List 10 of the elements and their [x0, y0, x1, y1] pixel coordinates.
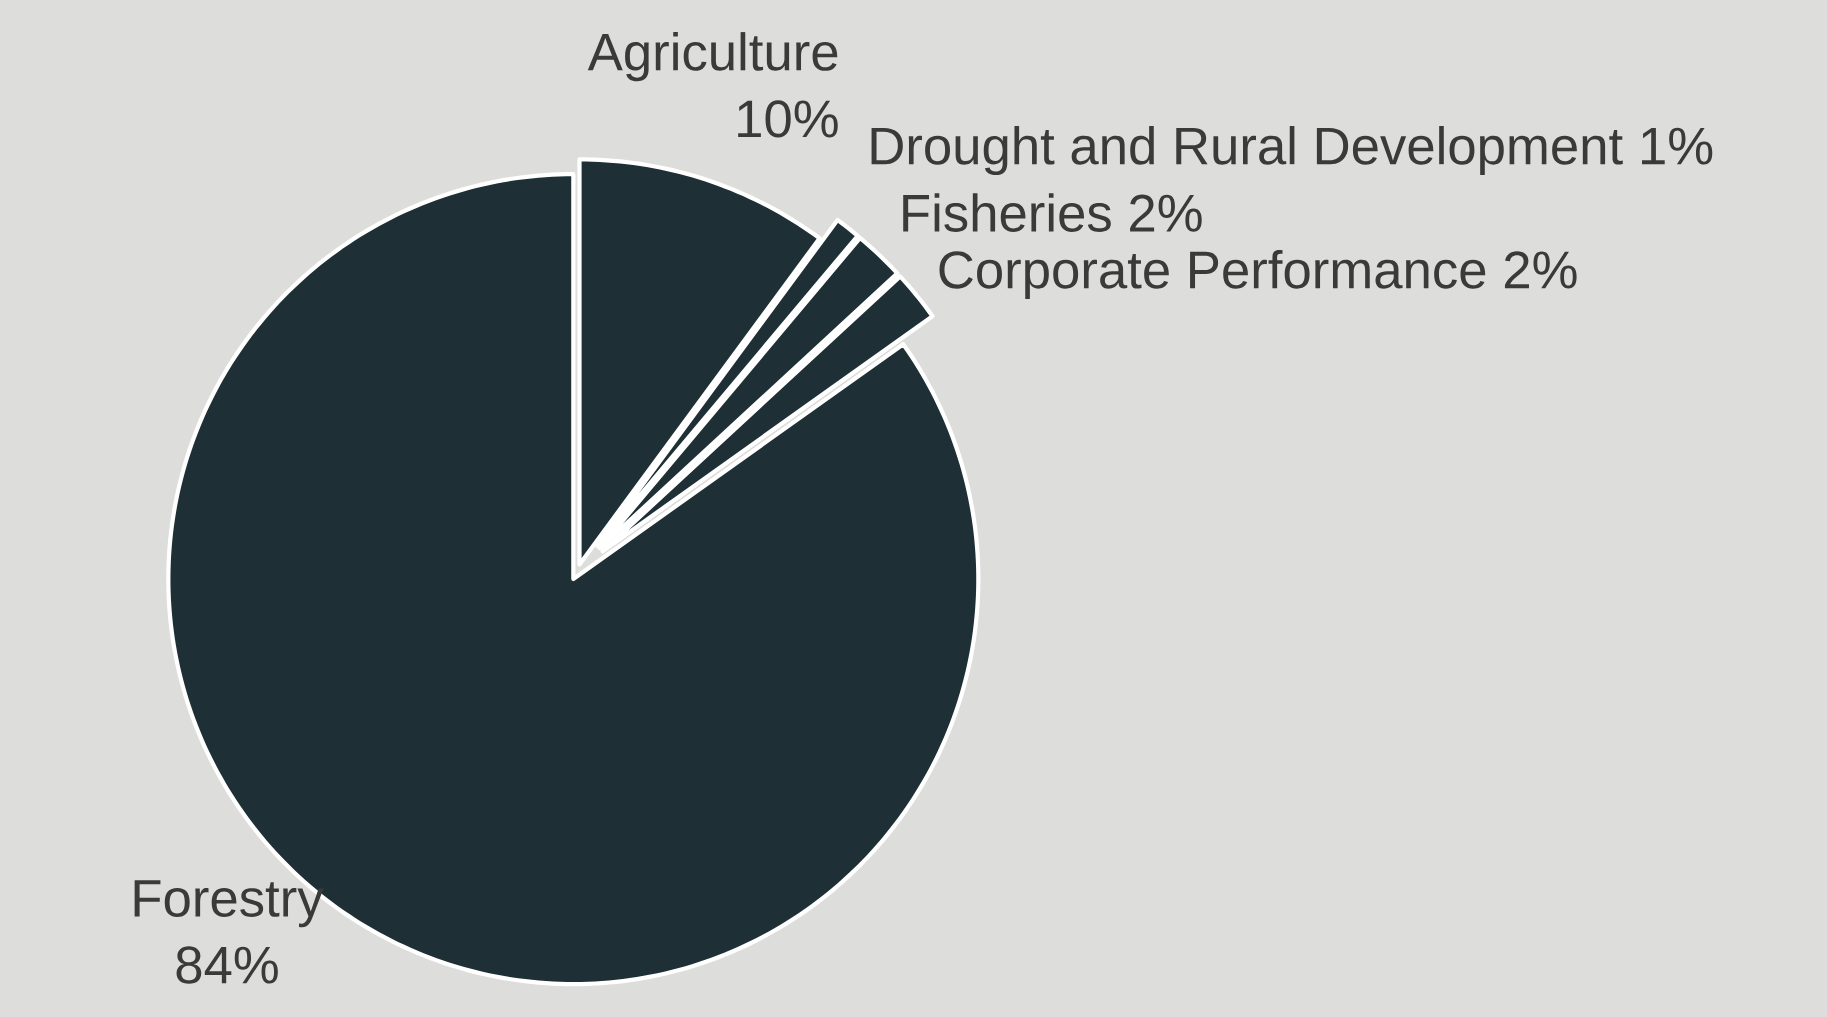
data-label: 10% [738, 100, 838, 138]
data-label: 84% [176, 946, 278, 984]
data-label: 2% [1504, 251, 1577, 289]
slice-label: Forestry [134, 880, 324, 928]
data-label: 2% [1130, 194, 1202, 232]
slice-label: Agriculture [587, 32, 838, 82]
slice-label: Corporate Performance [939, 250, 1486, 300]
slice-label: Drought and Rural Development [871, 125, 1623, 176]
slice-label: Fisheries [903, 193, 1111, 232]
data-label: 1% [1642, 127, 1713, 165]
